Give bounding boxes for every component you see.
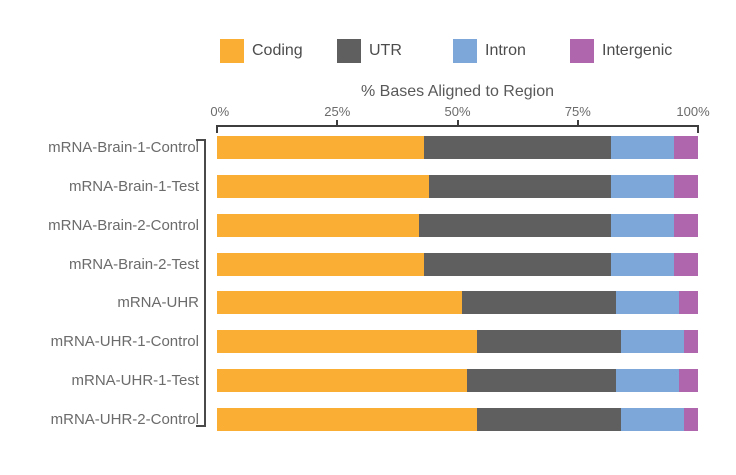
row-label: mRNA-UHR-1-Control: [50, 333, 199, 350]
x-axis-tick-label: 0%: [210, 104, 230, 119]
legend-item: Intron: [453, 38, 526, 63]
row-group-bracket-top: [196, 139, 206, 141]
stacked-bar: [217, 175, 698, 198]
bar-segment-intergenic: [678, 369, 698, 392]
row-label: mRNA-Brain-2-Test: [68, 256, 199, 273]
bar-segment-intergenic: [673, 136, 698, 159]
stacked-bar: [217, 408, 698, 431]
x-axis: 0% 25% 50% 75% 100%: [210, 0, 710, 475]
x-axis-line: [217, 125, 698, 127]
bar-segment-intron: [611, 136, 674, 159]
x-axis-tick-mark: [697, 125, 699, 133]
bar-segment-coding: [217, 253, 424, 276]
bar-segment-intron: [611, 175, 674, 198]
legend-swatch-icon: [453, 38, 477, 63]
row-label: mRNA-UHR: [117, 294, 199, 311]
bar-segment-utr: [467, 369, 617, 392]
stacked-bar: [217, 136, 698, 159]
bar-segment-intergenic: [683, 408, 698, 431]
bar-segment-utr: [423, 253, 612, 276]
bar-segment-utr: [428, 175, 612, 198]
legend-item-label: UTR: [369, 41, 402, 59]
legend-item-label: Intergenic: [602, 41, 673, 59]
legend-item: Intergenic: [570, 38, 672, 63]
row-label: mRNA-Brain-2-Control: [48, 217, 199, 234]
bar-segment-intron: [616, 291, 679, 314]
bar-segment-intron: [621, 330, 684, 353]
stacked-bar: [217, 369, 698, 392]
x-axis-tick-label: 100%: [676, 104, 710, 119]
stacked-bar: [217, 291, 698, 314]
bar-segment-intergenic: [673, 253, 698, 276]
bar-segment-utr: [476, 408, 622, 431]
bar-segment-intergenic: [673, 175, 698, 198]
legend-item: Coding: [220, 38, 303, 63]
bar-segment-intron: [616, 369, 679, 392]
row-group-bracket-bottom: [196, 425, 206, 427]
row-group-bracket: [204, 139, 206, 427]
bar-segment-utr: [419, 214, 612, 237]
bar-segment-intergenic: [673, 214, 698, 237]
bar-segment-utr: [476, 330, 622, 353]
legend: Coding UTR Intron Intergenic: [0, 38, 736, 64]
legend-swatch-icon: [220, 38, 244, 63]
bar-segment-coding: [217, 408, 477, 431]
bar-segment-coding: [217, 291, 463, 314]
bar-segment-utr: [462, 291, 617, 314]
x-axis-tick-label: 25%: [324, 104, 351, 119]
row-label: mRNA-UHR-2-Control: [50, 411, 199, 428]
stacked-bar: [217, 253, 698, 276]
bar-segment-utr: [423, 136, 612, 159]
bar-segment-intergenic: [683, 330, 698, 353]
x-axis-tick-label: 75%: [564, 104, 591, 119]
stacked-bar: [217, 330, 698, 353]
x-axis-tick-mark: [216, 125, 218, 133]
x-axis-tick-label: 50%: [444, 104, 471, 119]
x-axis-tick-mark: [456, 120, 459, 125]
legend-swatch-icon: [570, 38, 594, 63]
x-axis-tick-mark: [336, 120, 339, 125]
row-label: mRNA-UHR-1-Test: [71, 372, 200, 389]
legend-item-label: Intron: [485, 41, 526, 59]
bar-segment-coding: [217, 175, 429, 198]
bar-segment-coding: [217, 330, 477, 353]
stacked-bar: [217, 214, 698, 237]
row-label: mRNA-Brain-1-Control: [48, 139, 199, 156]
bar-segment-intron: [611, 214, 674, 237]
legend-swatch-icon: [337, 38, 361, 63]
x-axis-tick-mark: [576, 120, 579, 125]
row-label: mRNA-Brain-1-Test: [68, 178, 199, 195]
legend-item: UTR: [337, 38, 402, 63]
bar-segment-coding: [217, 136, 424, 159]
bar-segment-intron: [611, 253, 674, 276]
bar-segment-coding: [217, 214, 420, 237]
bar-segment-coding: [217, 369, 468, 392]
chart-title: % Bases Aligned to Region: [360, 83, 554, 100]
bar-segment-intron: [621, 408, 684, 431]
legend-item-label: Coding: [252, 41, 303, 59]
bar-segment-intergenic: [678, 291, 698, 314]
